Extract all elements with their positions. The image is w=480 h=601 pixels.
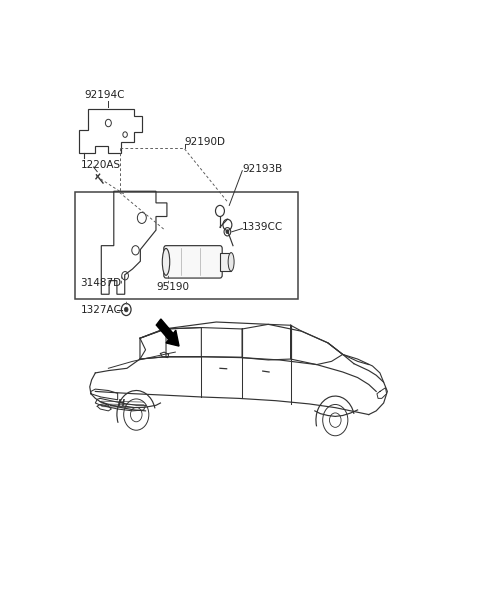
Text: 95190: 95190 (156, 282, 190, 292)
Circle shape (124, 307, 128, 312)
Text: 31487D: 31487D (81, 278, 121, 288)
FancyArrow shape (156, 319, 179, 346)
Text: 1339CC: 1339CC (242, 222, 284, 232)
FancyBboxPatch shape (164, 246, 222, 278)
Text: 92190D: 92190D (185, 136, 226, 147)
Text: 1220AS: 1220AS (81, 160, 120, 169)
Circle shape (226, 230, 229, 234)
Bar (75, 192, 298, 299)
Ellipse shape (228, 252, 234, 271)
Text: H: H (118, 398, 125, 407)
Text: 92193B: 92193B (242, 164, 283, 174)
Text: 92194C: 92194C (84, 90, 125, 100)
Bar (220, 252, 231, 271)
Ellipse shape (162, 248, 170, 275)
Text: 1327AC: 1327AC (81, 305, 121, 314)
